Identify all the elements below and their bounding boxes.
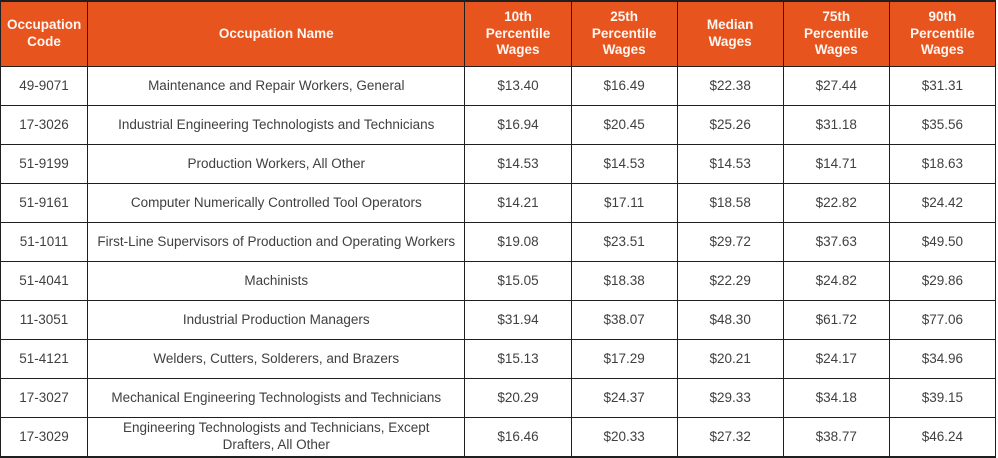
wage-cell-25th: $16.49 (570, 66, 678, 106)
occupation-name-cell: Mechanical Engineering Technologists and… (87, 378, 466, 418)
wage-cell-90th: $18.63 (888, 144, 997, 184)
wage-cell-median: $48.30 (676, 300, 784, 340)
wage-cell-25th: $23.51 (570, 222, 678, 262)
table-row: 17-3029 Engineering Technologists and Tec… (0, 417, 997, 458)
occupation-code-cell: 17-3027 (0, 378, 89, 418)
occupation-code-cell: 17-3029 (0, 417, 89, 458)
wage-cell-10th: $14.53 (464, 144, 572, 184)
wage-cell-75th: $38.77 (782, 417, 890, 458)
occupation-name-cell: Production Workers, All Other (87, 144, 466, 184)
occupation-name-cell: Industrial Engineering Technologists and… (87, 105, 466, 145)
table-row: 51-9199 Production Workers, All Other $14.… (0, 144, 997, 184)
wage-cell-median: $18.58 (676, 183, 784, 223)
occupation-code-cell: 17-3026 (0, 105, 89, 145)
wage-cell-90th: $34.96 (888, 339, 997, 379)
wage-cell-10th: $20.29 (464, 378, 572, 418)
wage-cell-90th: $39.15 (888, 378, 997, 418)
occupation-code-cell: 51-4041 (0, 261, 89, 301)
occupation-code-cell: 49-9071 (0, 66, 89, 106)
wage-cell-75th: $37.63 (782, 222, 890, 262)
wage-cell-75th: $27.44 (782, 66, 890, 106)
table-body: 49-9071 Maintenance and Repair Workers, G… (0, 66, 997, 458)
wage-cell-90th: $24.42 (888, 183, 997, 223)
wage-cell-90th: $35.56 (888, 105, 997, 145)
wage-cell-median: $27.32 (676, 417, 784, 458)
wage-cell-10th: $15.13 (464, 339, 572, 379)
table-row: 51-4121 Welders, Cutters, Solderers, and … (0, 339, 997, 379)
header-10th-percentile-wages: 10th Percentile Wages (464, 0, 572, 67)
header-median-wages: Median Wages (676, 0, 784, 67)
occupation-code-cell: 51-4121 (0, 339, 89, 379)
wage-cell-10th: $15.05 (464, 261, 572, 301)
header-75th-percentile-wages: 75th Percentile Wages (782, 0, 890, 67)
wage-cell-10th: $14.21 (464, 183, 572, 223)
wage-cell-25th: $20.33 (570, 417, 678, 458)
wage-cell-median: $20.21 (676, 339, 784, 379)
wage-cell-90th: $77.06 (888, 300, 997, 340)
occupation-code-cell: 51-9199 (0, 144, 89, 184)
header-90th-percentile-wages: 90th Percentile Wages (888, 0, 997, 67)
wage-cell-75th: $14.71 (782, 144, 890, 184)
wage-cell-90th: $29.86 (888, 261, 997, 301)
wage-cell-25th: $14.53 (570, 144, 678, 184)
occupation-name-cell: Machinists (87, 261, 466, 301)
table-row: 51-1011 First-Line Supervisors of Product… (0, 222, 997, 262)
wage-cell-90th: $49.50 (888, 222, 997, 262)
wage-cell-75th: $61.72 (782, 300, 890, 340)
wage-cell-median: $29.33 (676, 378, 784, 418)
table-row: 49-9071 Maintenance and Repair Workers, G… (0, 66, 997, 106)
wage-cell-75th: $34.18 (782, 378, 890, 418)
wage-cell-25th: $24.37 (570, 378, 678, 418)
wage-cell-10th: $16.94 (464, 105, 572, 145)
table-row: 11-3051 Industrial Production Managers $31… (0, 300, 997, 340)
wage-cell-25th: $38.07 (570, 300, 678, 340)
table-row: 17-3027 Mechanical Engineering Technologi… (0, 378, 997, 418)
wage-cell-75th: $24.17 (782, 339, 890, 379)
occupation-name-cell: Maintenance and Repair Workers, General (87, 66, 466, 106)
occupation-name-cell: Welders, Cutters, Solderers, and Brazers (87, 339, 466, 379)
occupation-code-cell: 11-3051 (0, 300, 89, 340)
wage-cell-25th: $17.11 (570, 183, 678, 223)
occupation-code-cell: 51-1011 (0, 222, 89, 262)
occupation-code-cell: 51-9161 (0, 183, 89, 223)
table-row: 17-3026 Industrial Engineering Technologi… (0, 105, 997, 145)
wage-cell-median: $25.26 (676, 105, 784, 145)
wage-cell-median: $22.38 (676, 66, 784, 106)
occupation-name-cell: Computer Numerically Controlled Tool Ope… (87, 183, 466, 223)
header-row: Occupation Code Occupation Name 10th Per… (0, 0, 997, 67)
occupation-name-cell: Industrial Production Managers (87, 300, 466, 340)
table-header: Occupation Code Occupation Name 10th Per… (0, 0, 997, 67)
header-occupation-name: Occupation Name (87, 0, 466, 67)
wage-cell-median: $22.29 (676, 261, 784, 301)
wage-cell-90th: $46.24 (888, 417, 997, 458)
wage-cell-25th: $17.29 (570, 339, 678, 379)
table-row: 51-4041 Machinists $15.05 $18.38 $22.29 $24.8… (0, 261, 997, 301)
table-row: 51-9161 Computer Numerically Controlled T… (0, 183, 997, 223)
header-occupation-code: Occupation Code (0, 0, 89, 67)
header-25th-percentile-wages: 25th Percentile Wages (570, 0, 678, 67)
wage-cell-median: $14.53 (676, 144, 784, 184)
wage-cell-10th: $13.40 (464, 66, 572, 106)
wage-cell-75th: $24.82 (782, 261, 890, 301)
wage-cell-75th: $22.82 (782, 183, 890, 223)
wage-cell-10th: $16.46 (464, 417, 572, 458)
wage-cell-75th: $31.18 (782, 105, 890, 145)
occupation-name-cell: Engineering Technologists and Technician… (87, 417, 466, 458)
occupation-name-cell: First-Line Supervisors of Production and… (87, 222, 466, 262)
wage-cell-25th: $18.38 (570, 261, 678, 301)
wage-cell-10th: $31.94 (464, 300, 572, 340)
wage-cell-90th: $31.31 (888, 66, 997, 106)
wage-cell-median: $29.72 (676, 222, 784, 262)
wage-cell-10th: $19.08 (464, 222, 572, 262)
wage-cell-25th: $20.45 (570, 105, 678, 145)
